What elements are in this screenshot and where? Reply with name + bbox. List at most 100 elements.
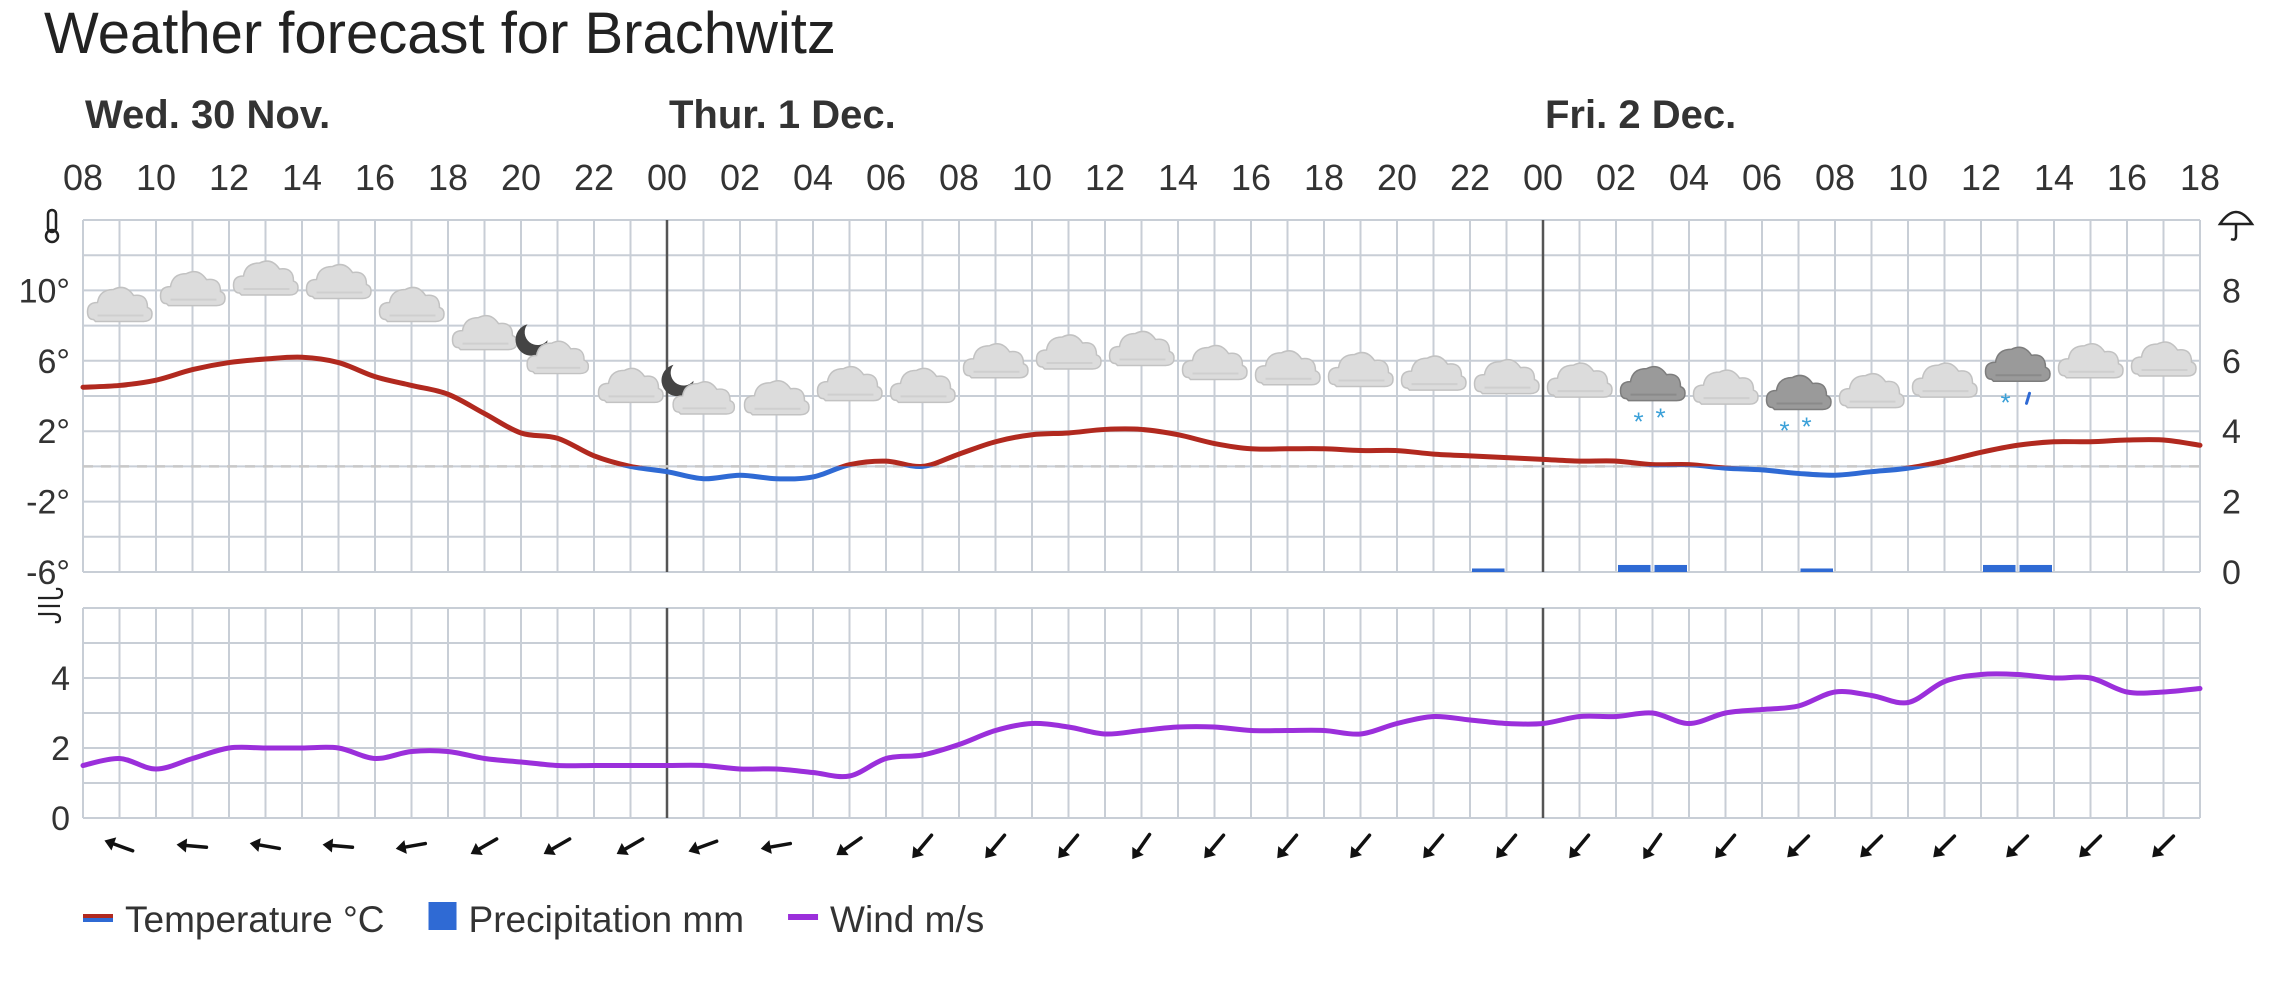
cloud-icon — [378, 286, 445, 323]
cloud-icon — [1108, 330, 1175, 367]
wind-direction-arrow — [2079, 834, 2103, 858]
wind-stroke — [38, 612, 62, 624]
grid — [82, 219, 2201, 819]
cloud-icon — [86, 286, 153, 323]
legend-swatch-square — [428, 902, 457, 930]
cloud-shape — [1400, 355, 1467, 391]
cloud-icon — [1400, 355, 1467, 391]
night-cloud-icon — [515, 324, 590, 375]
cloud-shape — [451, 314, 518, 351]
x-tick-label: 22 — [1450, 157, 1490, 198]
wind-direction-arrow — [543, 837, 572, 856]
wind-direction-arrow — [1643, 832, 1663, 860]
cloud-shape — [1692, 369, 1759, 405]
cloud-shape — [743, 380, 810, 416]
x-tick-label: 18 — [428, 157, 468, 198]
thermometer-bulb — [44, 228, 60, 244]
cloud-icon — [2057, 343, 2124, 379]
x-tick-label: 00 — [1523, 157, 1563, 198]
wind-direction-arrow — [1058, 833, 1080, 859]
wind-direction-arrow — [1277, 833, 1299, 859]
x-tick-label: 12 — [1961, 157, 2001, 198]
umbrella-icon — [2217, 210, 2255, 241]
y-right-tick-label: 6 — [2222, 343, 2241, 381]
x-tick-label: 18 — [2180, 157, 2220, 198]
wind-direction-arrow — [104, 837, 135, 853]
cloud-icon — [2130, 341, 2197, 377]
wind-tick-label: 0 — [51, 800, 70, 838]
precipitation-bar — [1618, 564, 1651, 572]
arrow-head — [688, 841, 701, 855]
cloud-shape — [2130, 341, 2197, 377]
day-label: Fri. 2 Dec. — [1545, 93, 1736, 137]
wind-direction-arrow — [176, 838, 209, 853]
umbrella-handle — [2230, 224, 2238, 241]
x-tick-label: 16 — [355, 157, 395, 198]
y-left-tick-label: 6° — [37, 343, 70, 381]
wind-tick-label: 2 — [51, 730, 70, 768]
page-title: Weather forecast for Brachwitz — [44, 1, 836, 66]
snowflake-glyph: * — [1801, 411, 1811, 441]
snowflake-glyph: * — [1655, 403, 1665, 433]
cloud-shape — [597, 367, 664, 404]
cloud-icon — [1838, 372, 1905, 409]
arrow-head — [1132, 846, 1144, 860]
arrow-head — [1860, 845, 1873, 858]
cloud-shape — [1911, 362, 1978, 398]
arrow-head — [176, 838, 188, 853]
x-tick-label: 20 — [1377, 157, 1417, 198]
snowflake-glyph: * — [1779, 415, 1789, 445]
arrow-head — [2152, 845, 2165, 858]
snow-cloud-icon: * * — [1619, 365, 1686, 437]
x-tick-label: 06 — [866, 157, 906, 198]
arrow-head — [1715, 846, 1728, 859]
cloud-shape — [86, 286, 153, 323]
arrow-head — [985, 846, 998, 859]
x-tick-label: 10 — [1888, 157, 1928, 198]
x-tick-label: 14 — [2034, 157, 2074, 198]
wind-direction-arrow — [1204, 833, 1226, 859]
cloud-shape — [159, 270, 226, 307]
precipitation-bar — [1800, 568, 1833, 572]
wind-direction-arrow — [2152, 834, 2176, 858]
cloud-shape — [1254, 350, 1321, 386]
cloud-shape — [1546, 362, 1613, 398]
legend-item: Temperature °C — [83, 899, 385, 940]
wind-direction-arrow — [912, 833, 934, 859]
cloud-icon — [1473, 358, 1540, 395]
x-tick-label: 02 — [720, 157, 760, 198]
cloud-icon — [743, 380, 810, 416]
arrow-head — [1643, 846, 1655, 860]
x-tick-label: 14 — [1158, 157, 1198, 198]
wind-direction-arrow — [1423, 833, 1445, 859]
cloud-icon — [816, 365, 883, 402]
thermometer-icon — [44, 208, 60, 244]
y-left-tick-label: 2° — [37, 413, 70, 451]
wind-stroke — [38, 587, 64, 600]
cloud-shape — [305, 263, 372, 300]
cloud-icon — [1181, 344, 1248, 381]
y-right-tick-label: 2 — [2222, 484, 2241, 522]
wind-direction-arrow — [1787, 834, 1811, 858]
cloud-icon — [1035, 334, 1102, 370]
wind-direction-arrow — [395, 840, 428, 854]
x-tick-label: 16 — [1231, 157, 1271, 198]
arrow-head — [104, 837, 117, 851]
wind-direction-arrow — [1496, 833, 1518, 859]
x-tick-label: 12 — [209, 157, 249, 198]
arrow-head — [1496, 846, 1509, 859]
legend-swatch-line — [788, 914, 819, 920]
x-tick-label: 20 — [501, 157, 541, 198]
thermometer-tube — [46, 208, 58, 234]
x-tick-label: 18 — [1304, 157, 1344, 198]
cloud-shape — [1473, 358, 1540, 395]
x-tick-label: 14 — [282, 157, 322, 198]
x-tick-label: 08 — [939, 157, 979, 198]
x-tick-label: 04 — [1669, 157, 1709, 198]
x-tick-label: 10 — [1012, 157, 1052, 198]
cloud-icon — [1692, 369, 1759, 405]
x-tick-label: 22 — [574, 157, 614, 198]
cloud-shape — [1108, 330, 1175, 367]
arrow-head — [1058, 846, 1071, 859]
